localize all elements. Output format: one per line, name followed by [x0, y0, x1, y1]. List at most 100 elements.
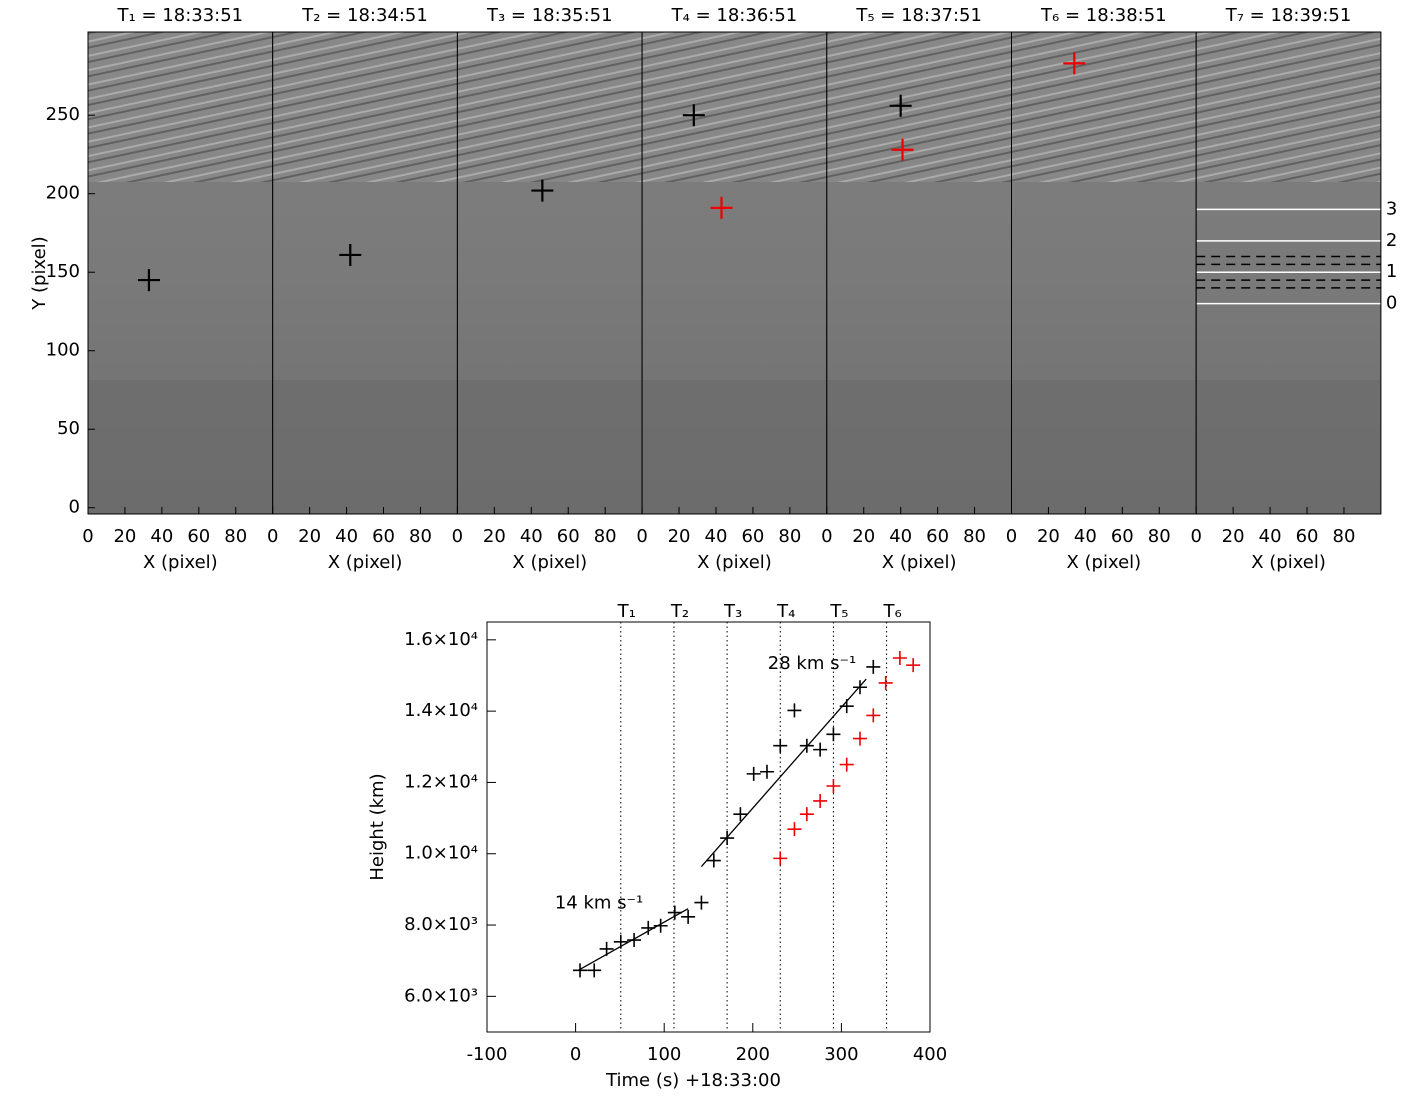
fit-line — [700, 678, 867, 868]
x-tick-label: 20 — [113, 526, 136, 547]
height-point — [853, 731, 868, 746]
height-point — [720, 831, 735, 846]
y-tick-label: 1.6×10⁴ — [404, 629, 478, 650]
fit-label: 14 km s⁻¹ — [555, 892, 643, 913]
tracked-point — [531, 179, 554, 202]
x-axis-label: X (pixel) — [328, 552, 403, 573]
x-tick-label: 0 — [636, 526, 647, 547]
height-point — [839, 757, 854, 772]
height-point — [813, 793, 828, 808]
x-tick-label: 40 — [1259, 526, 1282, 547]
x-tick-label: 20 — [483, 526, 506, 547]
tracked-point — [891, 138, 914, 161]
y-tick-label: 1.2×10⁴ — [404, 771, 478, 792]
height-point — [746, 766, 761, 781]
tracked-point — [682, 104, 705, 127]
height-point — [653, 918, 668, 933]
x-axis-label: X (pixel) — [1251, 552, 1326, 573]
x-tick-label: 0 — [1190, 526, 1201, 547]
tracked-point — [137, 269, 160, 292]
image-lower-texture — [88, 380, 273, 514]
x-tick-label: 60 — [741, 526, 764, 547]
x-axis-label: X (pixel) — [143, 552, 218, 573]
height-point — [853, 680, 868, 695]
image-lower-texture — [1011, 380, 1197, 514]
height-point — [706, 853, 721, 868]
y-tick-label: 150 — [46, 261, 80, 282]
x-axis-label: X (pixel) — [512, 552, 587, 573]
time-marker-label: T₅ — [829, 601, 848, 622]
height-point — [773, 851, 788, 866]
level-label: 1 — [1386, 261, 1397, 282]
time-marker-label: T₃ — [723, 601, 742, 622]
level-label: 0 — [1386, 293, 1397, 314]
panel-title: T₃ = 18:35:51 — [486, 5, 613, 26]
image-texture — [1011, 32, 1197, 182]
y-axis-label: Y (pixel) — [29, 236, 50, 310]
x-tick-label: 300 — [824, 1044, 858, 1065]
y-tick-label: 8.0×10³ — [404, 914, 478, 935]
x-tick-label: 80 — [963, 526, 986, 547]
x-tick-label: 80 — [1333, 526, 1356, 547]
x-tick-label: 20 — [852, 526, 875, 547]
height-point — [799, 738, 814, 753]
x-tick-label: -100 — [467, 1044, 508, 1065]
x-tick-label: 60 — [1111, 526, 1134, 547]
panel-frame — [1195, 31, 1382, 515]
x-tick-label: 400 — [913, 1044, 947, 1065]
x-tick-label: 40 — [335, 526, 358, 547]
x-tick-label: 40 — [520, 526, 543, 547]
x-tick-label: 40 — [150, 526, 173, 547]
y-tick-label: 250 — [46, 104, 80, 125]
x-tick-label: 80 — [594, 526, 617, 547]
height-point — [627, 933, 642, 948]
y-axis-label: Height (km) — [367, 773, 388, 880]
x-axis-label: X (pixel) — [882, 552, 957, 573]
height-point — [599, 941, 614, 956]
y-tick-label: 200 — [46, 183, 80, 204]
x-tick-label: 20 — [668, 526, 691, 547]
height-point — [759, 764, 774, 779]
height-point — [799, 807, 814, 822]
panel-title: T₇ = 18:39:51 — [1225, 5, 1352, 26]
tracked-point — [710, 196, 733, 219]
x-tick-label: 0 — [267, 526, 278, 547]
x-axis-label: Time (s) +18:33:00 — [605, 1070, 781, 1091]
time-marker-label: T₁ — [617, 601, 636, 622]
panel-title: T₁ = 18:33:51 — [117, 5, 244, 26]
x-tick-label: 0 — [570, 1044, 581, 1065]
x-tick-label: 40 — [1074, 526, 1097, 547]
image-texture — [457, 32, 643, 182]
x-tick-label: 80 — [409, 526, 432, 547]
image-lower-texture — [826, 380, 1012, 514]
plot-frame — [486, 621, 931, 1033]
tracked-point — [1063, 52, 1086, 75]
height-point — [892, 651, 907, 666]
x-tick-label: 20 — [1037, 526, 1060, 547]
x-tick-label: 0 — [82, 526, 93, 547]
x-axis-label: X (pixel) — [697, 552, 772, 573]
image-texture — [642, 32, 827, 182]
level-label: 3 — [1386, 198, 1397, 219]
fit-label: 28 km s⁻¹ — [768, 653, 856, 674]
time-marker-label: T₆ — [882, 601, 901, 622]
time-marker-label: T₂ — [670, 601, 689, 622]
panel-title: T₄ = 18:36:51 — [671, 5, 798, 26]
panel-title: T₂ = 18:34:51 — [301, 5, 428, 26]
x-tick-label: 40 — [889, 526, 912, 547]
height-point — [694, 895, 709, 910]
height-point — [787, 822, 802, 837]
y-tick-label: 1.0×10⁴ — [404, 843, 478, 864]
height-point — [681, 909, 696, 924]
height-point — [787, 703, 802, 718]
x-tick-label: 60 — [926, 526, 949, 547]
x-tick-label: 0 — [821, 526, 832, 547]
level-label: 2 — [1386, 230, 1397, 251]
height-point — [906, 658, 921, 673]
height-point — [826, 727, 841, 742]
y-tick-label: 100 — [46, 340, 80, 361]
height-point — [866, 708, 881, 723]
y-tick-label: 0 — [69, 497, 80, 518]
